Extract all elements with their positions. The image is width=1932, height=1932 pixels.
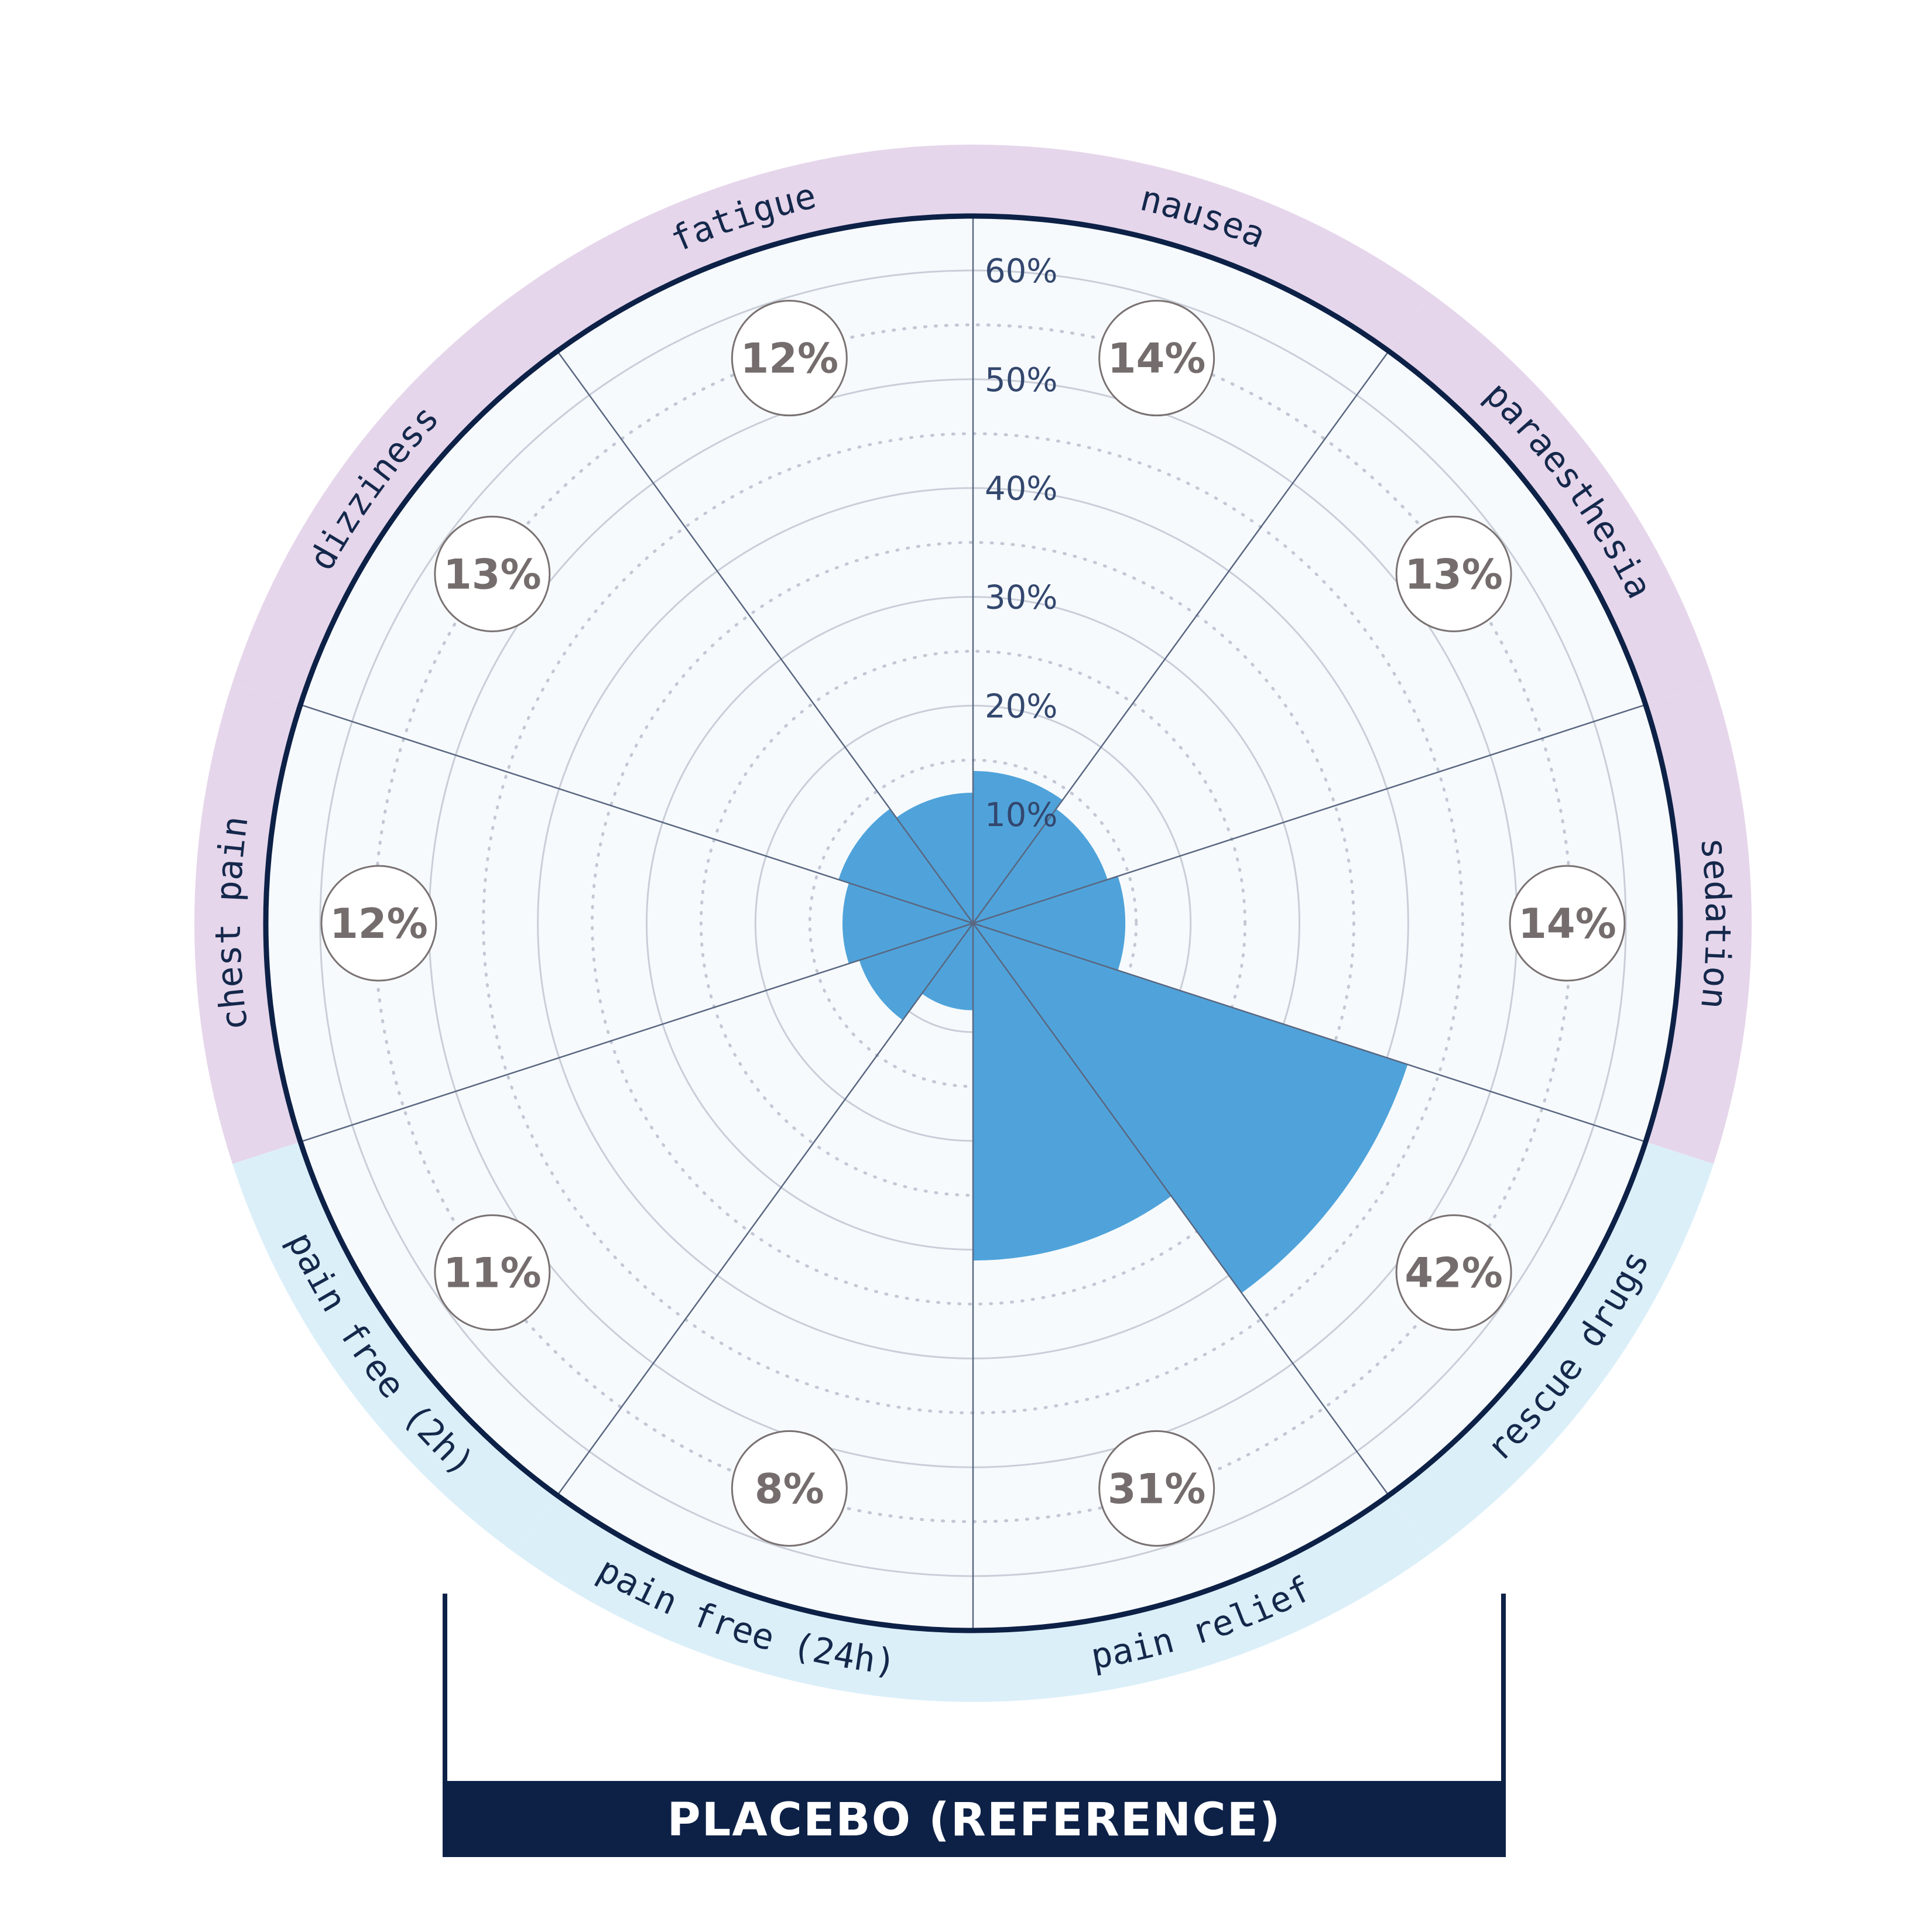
value-bubble (1395, 1214, 1512, 1331)
gridline-minor-35 (591, 541, 1355, 1306)
band-paraesthesia (1389, 293, 1714, 705)
bar-fatigue (896, 792, 973, 923)
footer-bracket: PLACEBO (REFERENCE) (443, 1594, 1506, 1857)
value-label: 11% (443, 1249, 542, 1297)
bar-pain-relief (973, 923, 1171, 1261)
spoke-3 (972, 922, 1646, 1143)
footer-box (443, 1781, 1506, 1857)
spoke-8 (300, 704, 974, 924)
value-label: 12% (330, 900, 428, 948)
bar-paraesthesia (973, 809, 1108, 923)
bar-sedation (973, 876, 1126, 971)
value-bubble (1395, 515, 1512, 632)
band-pain-free-2h- (232, 1142, 557, 1553)
bar-rescue-drugs (973, 923, 1408, 1293)
bar-chest-pain (842, 883, 973, 964)
band-nausea (973, 145, 1431, 351)
value-bubble (1098, 1430, 1215, 1547)
value-labels: 14% 13% 14% 42% 31% 8% 11% 12% 13% 12% (320, 300, 1626, 1547)
gridline-minor-25 (699, 649, 1247, 1197)
value-bubble (320, 865, 437, 982)
value-label: 8% (755, 1465, 824, 1513)
bracket-line (443, 1594, 1506, 1781)
spoke-2 (972, 704, 1646, 924)
value-label: 14% (1108, 335, 1206, 383)
tick-label-20: 20% (985, 687, 1057, 725)
spokes (300, 216, 1646, 1630)
value-bubble (434, 1214, 551, 1331)
value-bubble (731, 1430, 848, 1547)
value-bubble (731, 300, 848, 417)
tick-label-50: 50% (985, 361, 1057, 399)
bars (838, 770, 1408, 1293)
band-rescue-drugs (1389, 1142, 1714, 1553)
tick-label-30: 30% (985, 578, 1057, 616)
spoke-4 (972, 923, 1390, 1496)
tick-labels: 10% 20% 30% 40% 50% 60% (985, 252, 1057, 834)
band-pain-relief (973, 1495, 1431, 1702)
bar-pain-free-24h- (922, 923, 973, 1010)
bar-nausea (973, 770, 1063, 923)
value-bubble (1509, 865, 1626, 982)
value-label: 31% (1108, 1465, 1206, 1513)
plot-outline (263, 213, 1683, 1633)
value-bubble (1098, 300, 1215, 417)
spoke-7 (300, 922, 974, 1143)
value-label: 13% (1405, 550, 1503, 598)
spoke-9 (556, 350, 974, 924)
tick-label-60: 60% (985, 252, 1057, 290)
footer-label: PLACEBO (REFERENCE) (667, 1794, 1281, 1847)
spoke-1 (972, 350, 1390, 924)
bar-pain-free-2h- (859, 923, 973, 1020)
band-fatigue (515, 144, 973, 351)
bar-dizziness (838, 809, 973, 923)
value-label: 13% (443, 550, 542, 598)
value-bubble (434, 515, 551, 632)
value-label: 12% (741, 335, 839, 383)
band-dizziness (232, 293, 557, 705)
tick-label-10: 10% (985, 796, 1057, 834)
spoke-6 (556, 923, 974, 1496)
band-pain-free-24h- (515, 1495, 973, 1702)
tick-label-40: 40% (985, 470, 1057, 508)
category-bands (194, 144, 1752, 1702)
value-label: 14% (1518, 900, 1616, 948)
value-label: 42% (1405, 1249, 1503, 1297)
